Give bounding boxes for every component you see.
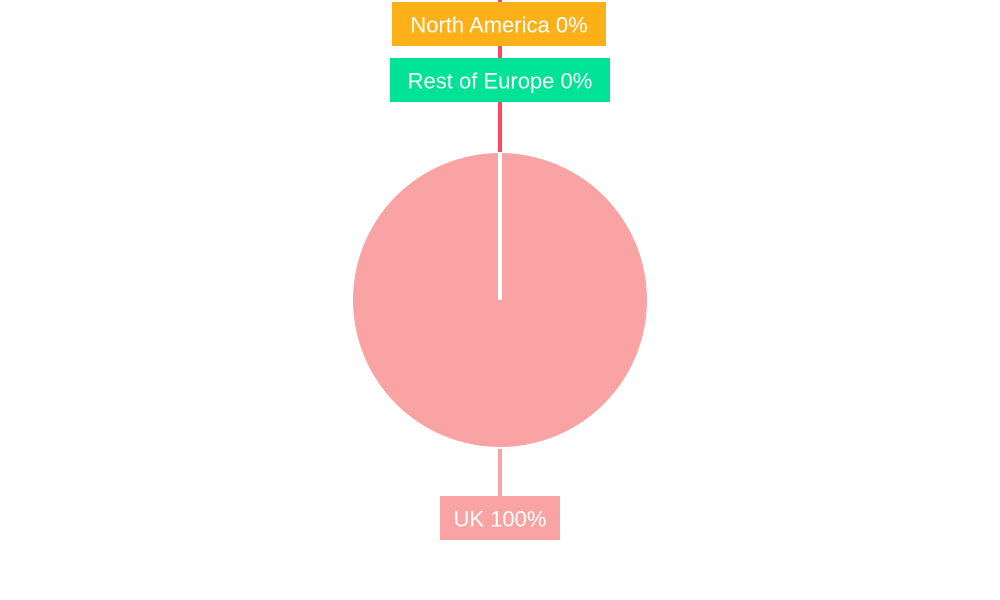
data-label: Rest of Europe 0%: [408, 69, 593, 94]
data-label-box: [440, 496, 560, 540]
data-label: North America 0%: [410, 13, 587, 38]
data-label-box: [392, 2, 606, 46]
data-label: UK 100%: [454, 507, 547, 532]
data-label-box: [390, 58, 610, 102]
